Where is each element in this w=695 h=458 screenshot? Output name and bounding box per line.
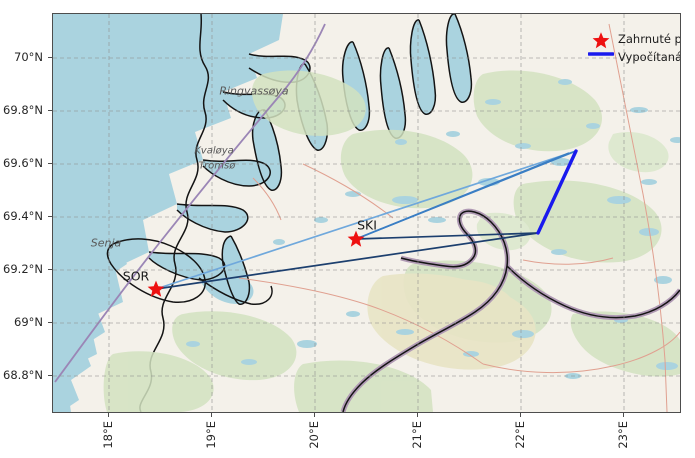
star-icon <box>347 230 365 247</box>
y-tick-692: 69.2°N <box>3 262 43 276</box>
x-tick-18: 18°E <box>101 421 115 449</box>
obs-line-ski-lower <box>355 232 539 240</box>
legend-label-trajectory: Vypočítaná dráha <box>618 50 681 64</box>
legend-label-observation: Zahrnuté pozorování <box>618 32 680 46</box>
computed-trajectory <box>536 149 578 235</box>
obs-line-ski-mid <box>355 152 570 240</box>
x-tick-20: 20°E <box>307 421 321 449</box>
x-tick-22: 22°E <box>513 421 527 449</box>
obs-line-sor-lower <box>155 232 539 290</box>
y-axis-tick-labels: 70°N 69.8°N 69.6°N 69.4°N 69.2°N 69°N 68… <box>0 0 48 458</box>
map-canvas <box>53 14 680 412</box>
road-layer <box>238 23 680 412</box>
lakes-layer <box>186 79 680 379</box>
legend: Zahrnuté pozorování Vypočítaná dráha <box>584 31 681 69</box>
y-tick-698: 69.8°N <box>3 103 43 117</box>
y-tick-70: 70°N <box>14 50 43 64</box>
graticule-grid <box>53 14 680 412</box>
observation-lines <box>155 150 577 290</box>
ocean-layer <box>53 14 472 412</box>
y-tick-694: 69.4°N <box>3 209 43 223</box>
x-tick-19: 19°E <box>204 421 218 449</box>
line-swatch-icon <box>588 52 614 56</box>
x-tick-23: 23°E <box>616 421 630 449</box>
y-tick-69: 69°N <box>14 315 43 329</box>
y-tick-688: 68.8°N <box>3 368 43 382</box>
star-icon <box>147 280 165 297</box>
x-tick-21: 21°E <box>410 421 424 449</box>
obs-line-sor-upper <box>155 150 577 290</box>
y-tick-696: 69.6°N <box>3 156 43 170</box>
star-icon <box>592 32 610 49</box>
